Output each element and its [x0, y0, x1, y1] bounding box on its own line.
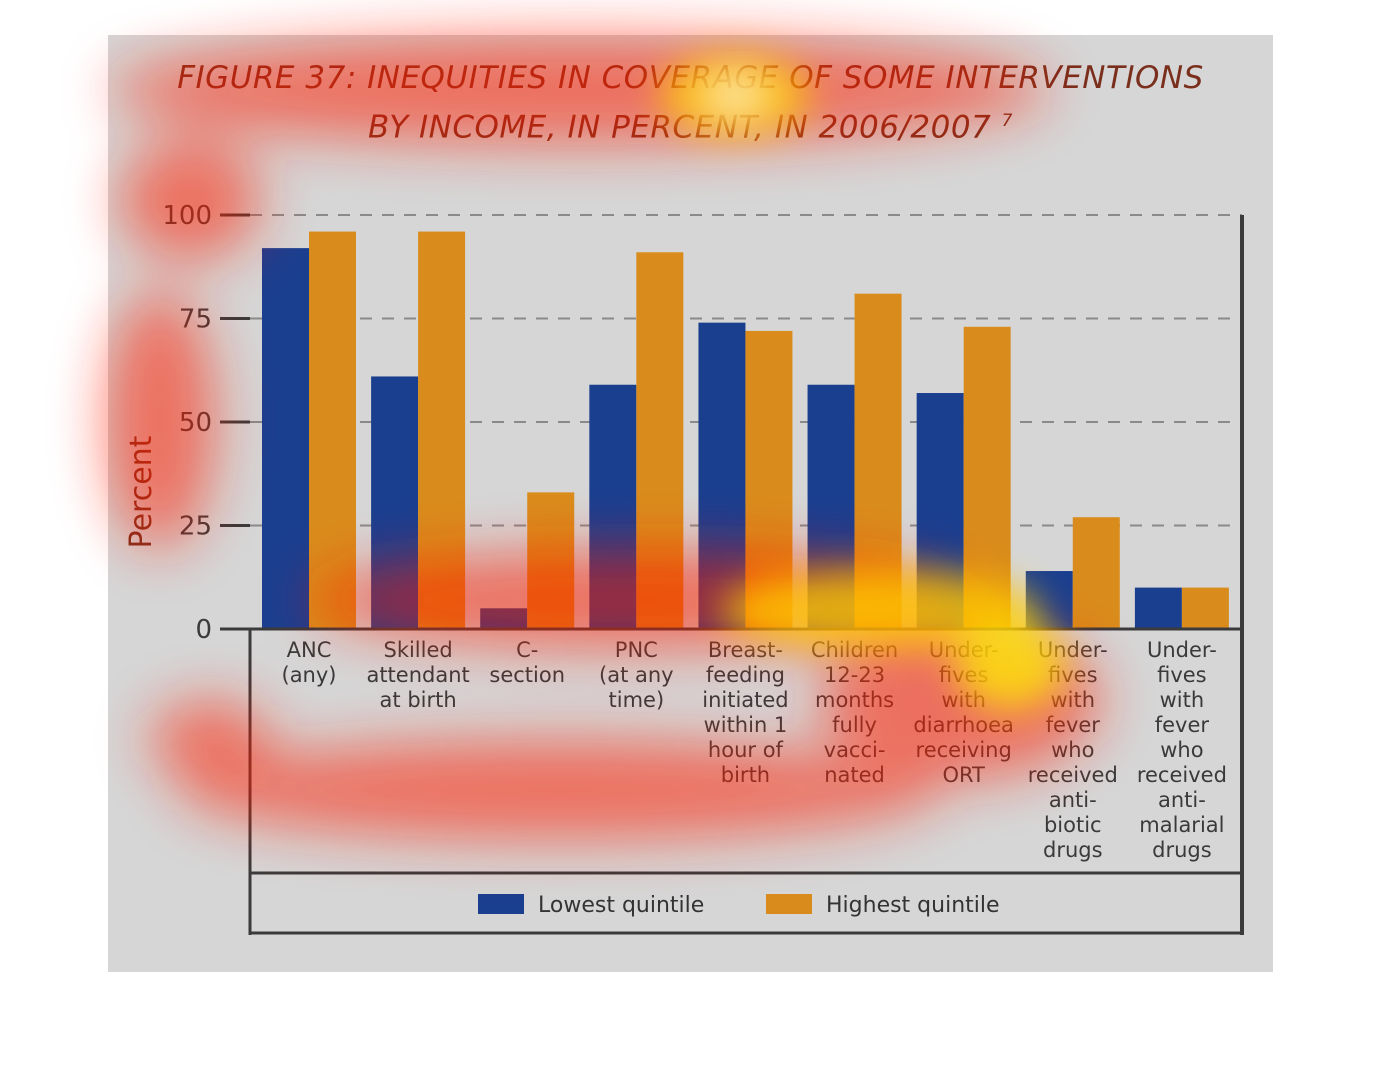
bar-lowest: [371, 376, 419, 629]
category-label: initiated: [702, 688, 788, 712]
y-tick-label: 100: [162, 201, 212, 231]
category-label: nated: [824, 763, 885, 787]
bar-lowest: [1025, 571, 1073, 629]
bar-lowest: [807, 384, 855, 629]
category-label: ORT: [942, 763, 985, 787]
category-label: 12-23: [824, 663, 885, 687]
category-label: fever: [1155, 713, 1210, 737]
category-label: Under-: [929, 638, 999, 662]
category-label: receiving: [916, 738, 1012, 762]
category-label: with: [1050, 688, 1095, 712]
legend-swatch-highest: [766, 894, 812, 914]
category-label: who: [1051, 738, 1094, 762]
category-label: section: [489, 663, 565, 687]
bar-lowest: [916, 393, 964, 629]
legend-label: Highest quintile: [826, 893, 1000, 918]
category-label: C-: [516, 638, 538, 662]
legend-swatch-lowest: [478, 894, 524, 914]
bar-highest: [745, 330, 793, 629]
category-label: Under-: [1038, 638, 1108, 662]
bar-highest: [854, 293, 902, 629]
category-label: Breast-: [708, 638, 783, 662]
y-axis-label: Percent: [124, 435, 159, 548]
category-label: with: [1160, 688, 1205, 712]
category-label: PNC: [615, 638, 658, 662]
bar-lowest: [480, 608, 528, 629]
bar-highest: [527, 492, 575, 629]
bar-lowest: [589, 384, 637, 629]
category-label: months: [815, 688, 894, 712]
category-label: received: [1137, 763, 1227, 787]
category-label: anti-: [1049, 788, 1097, 812]
category-label: fives: [1048, 663, 1098, 687]
bar-lowest: [698, 322, 746, 629]
bar-highest: [1072, 517, 1120, 629]
bar-highest: [963, 326, 1011, 629]
category-label: with: [941, 688, 986, 712]
category-label: Under-: [1147, 638, 1217, 662]
category-label: biotic: [1044, 813, 1102, 837]
category-label: malarial: [1139, 813, 1224, 837]
category-label: time): [609, 688, 665, 712]
category-label: (at any: [599, 663, 674, 687]
category-label: attendant: [366, 663, 469, 687]
category-label: Skilled: [383, 638, 452, 662]
category-label: anti-: [1158, 788, 1206, 812]
category-label: birth: [721, 763, 770, 787]
category-label: ANC: [287, 638, 332, 662]
category-label: hour of: [708, 738, 784, 762]
bar-highest: [418, 231, 466, 629]
category-label: fives: [939, 663, 989, 687]
category-label: fever: [1046, 713, 1101, 737]
category-label: Children: [811, 638, 898, 662]
y-tick-label: 0: [195, 615, 212, 645]
category-label: diarrhoea: [913, 713, 1014, 737]
bar-highest: [309, 231, 356, 629]
category-label: who: [1160, 738, 1203, 762]
y-tick-label: 25: [179, 512, 212, 542]
figure-panel: FIGURE 37: INEQUITIES IN COVERAGE OF SOM…: [108, 35, 1273, 972]
legend-label: Lowest quintile: [538, 893, 704, 918]
category-label: fives: [1157, 663, 1207, 687]
category-label: vacci-: [824, 738, 886, 762]
category-label: feeding: [706, 663, 785, 687]
category-label: fully: [832, 713, 877, 737]
bar-chart: 0 25 50 75 100 Percent ANC(any) Skilledattendan…: [124, 201, 1244, 935]
y-tick-label: 75: [179, 305, 212, 335]
category-label: at birth: [380, 688, 457, 712]
y-tick-label: 50: [179, 408, 212, 438]
bar-highest: [636, 252, 684, 629]
bar-lowest: [262, 248, 309, 629]
category-label: within 1: [704, 713, 788, 737]
bar-lowest: [1134, 587, 1182, 629]
category-label: (any): [282, 663, 337, 687]
bar-highest: [1181, 587, 1229, 629]
category-label: received: [1028, 763, 1118, 787]
category-label: drugs: [1043, 838, 1103, 862]
category-label: drugs: [1152, 838, 1212, 862]
